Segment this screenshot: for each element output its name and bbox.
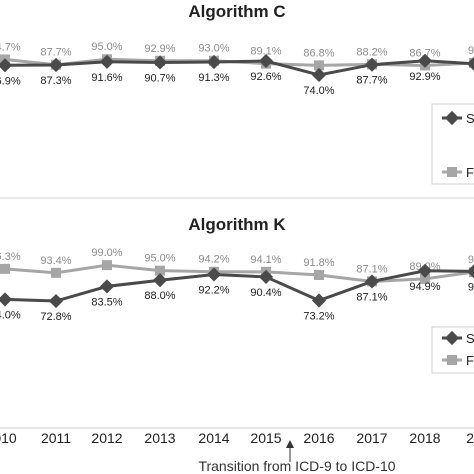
point-k-f-2010 — [0, 263, 10, 274]
point-k-s-2013 — [152, 273, 168, 288]
data-label-c-s-2017: 87.7% — [356, 75, 387, 87]
data-label-c-s-2016: 74.0% — [303, 85, 334, 97]
data-label-k-s-2010: 74.0% — [0, 309, 21, 321]
data-label-c-s-2014: 91.3% — [198, 72, 229, 84]
data-label-k-f-2011: 93.4% — [40, 255, 71, 267]
point-k-f-2012 — [102, 260, 112, 271]
data-label-k-s-2012: 83.5% — [91, 296, 122, 308]
data-label-k-f-2013: 95.0% — [144, 253, 175, 265]
data-label-k-s-2014: 92.2% — [198, 284, 229, 296]
plot-area-k: 96.3% 93.4% 99.0% 95.0% 94.2% 94.1% 91.8% 87.1%… — [0, 247, 474, 323]
point-k-s-2016 — [311, 293, 327, 308]
point-k-s-2012 — [99, 279, 115, 294]
legend-marker-k-s — [444, 330, 460, 346]
point-k-s-2018 — [417, 263, 433, 278]
data-label-c-f-2012: 95.0% — [91, 41, 122, 53]
point-k-f-2018 — [420, 273, 430, 284]
legend-k: S F — [431, 326, 474, 374]
point-c-s-2019 — [466, 56, 474, 71]
point-c-s-2017 — [364, 57, 380, 72]
legend-label-k-s: S — [466, 331, 474, 346]
data-label-k-s-2017: 87.1% — [356, 291, 387, 303]
x-tick-label: 2018 — [409, 430, 440, 446]
chart-title-k: Algorithm K — [188, 215, 286, 234]
point-k-s-2014 — [206, 267, 222, 282]
data-label-c-f-2011: 87.7% — [40, 47, 71, 59]
point-k-s-2011 — [48, 293, 64, 309]
legend-marker-c-s — [444, 110, 460, 126]
data-label-c-f-2015: 89.1% — [250, 46, 281, 58]
transition-arrow-head — [286, 440, 294, 448]
point-c-s-2018 — [417, 53, 433, 68]
data-label-k-f-2010: 96.3% — [0, 251, 21, 263]
point-k-s-2017 — [364, 274, 380, 289]
legend-marker-c-f — [447, 167, 457, 177]
x-tick-label: 2015 — [250, 430, 281, 446]
series-line-k-f — [4, 263, 474, 283]
data-label-k-s-2019: 94 — [468, 281, 474, 293]
data-label-k-s-2016: 73.2% — [303, 310, 334, 322]
x-axis-ticks: 010 2011 2012 2013 2014 2015 2016 2017 2018 20 — [0, 430, 474, 446]
series-line-c-s — [4, 59, 474, 77]
data-label-k-f-2017: 87.1% — [356, 263, 387, 275]
data-label-k-s-2015: 90.4% — [250, 287, 281, 299]
point-c-s-2010 — [0, 58, 13, 73]
data-label-c-s-2015: 92.6% — [250, 71, 281, 83]
legend-box-k — [431, 326, 474, 374]
x-tick-label: 20 — [466, 430, 474, 446]
legend-label-k-f: F — [466, 353, 474, 368]
data-label-c-s-2013: 90.7% — [144, 72, 175, 84]
transition-annotation: Transition from ICD-9 to ICD-10 — [198, 458, 395, 474]
x-tick-label: 010 — [0, 430, 17, 446]
point-c-s-2015 — [258, 53, 274, 69]
data-label-k-s-2013: 88.0% — [144, 290, 175, 302]
point-k-s-2019 — [466, 264, 474, 279]
point-k-f-2016 — [314, 270, 324, 281]
x-tick-label: 2017 — [356, 430, 387, 446]
data-label-c-s-2010: 36.9% — [0, 75, 21, 87]
chart-title-c: Algorithm C — [188, 2, 285, 21]
data-label-c-f-2010: 94.7% — [0, 41, 21, 53]
point-k-f-2011 — [51, 267, 61, 278]
data-label-c-s-2012: 91.6% — [91, 72, 122, 84]
point-k-s-2010 — [0, 292, 13, 307]
x-tick-label: 2012 — [91, 430, 122, 446]
legend-c: S F — [431, 103, 474, 185]
point-c-f-2016 — [314, 60, 324, 71]
x-tick-label: 2013 — [144, 430, 175, 446]
legend-label-c-s: S — [466, 111, 474, 126]
legend-marker-k-f — [447, 355, 457, 365]
data-label-k-f-2019: 94 — [468, 254, 474, 266]
data-label-c-f-2017: 88.2% — [356, 46, 387, 58]
x-tick-label: 2011 — [41, 430, 71, 446]
point-k-s-2015 — [258, 269, 274, 285]
data-label-c-f-2018: 86.7% — [409, 47, 440, 59]
data-label-c-f-2013: 92.9% — [144, 43, 175, 55]
data-label-c-s-2018: 92.9% — [409, 71, 440, 83]
x-tick-label: 2014 — [198, 430, 229, 446]
data-label-k-f-2015: 94.1% — [250, 254, 281, 266]
data-label-k-s-2018: 94.9% — [409, 281, 440, 293]
legend-label-c-f: F — [466, 165, 474, 180]
series-line-k-s — [4, 269, 474, 303]
data-label-c-s-2011: 87.3% — [40, 75, 71, 87]
point-k-f-2013 — [155, 265, 165, 276]
data-label-k-s-2011: 72.8% — [40, 311, 71, 323]
data-label-c-f-2014: 93.0% — [198, 43, 229, 55]
data-label-c-f-2019: 90 — [468, 45, 474, 57]
x-tick-label: 2016 — [303, 430, 334, 446]
data-label-k-f-2012: 99.0% — [91, 247, 122, 259]
data-label-c-f-2016: 86.8% — [303, 47, 334, 59]
point-c-s-2016 — [311, 67, 327, 83]
data-label-k-f-2016: 91.8% — [303, 257, 334, 269]
plot-area-c: 94.7% 87.7% 95.0% 92.9% 93.0% 89.1% 86.8% 88.2%… — [0, 41, 474, 97]
data-label-k-f-2014: 94.2% — [198, 254, 229, 266]
